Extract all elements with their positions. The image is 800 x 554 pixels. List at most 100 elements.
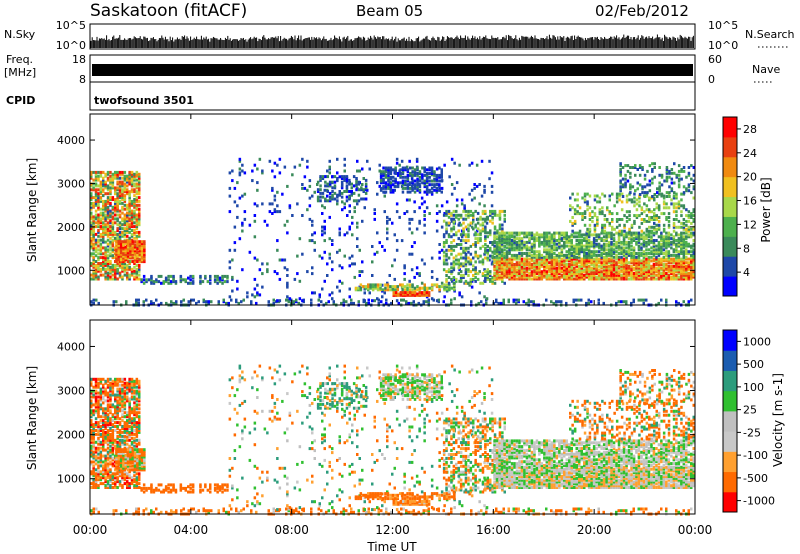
power-cell (677, 239, 681, 242)
power-cell (525, 275, 529, 279)
power-cell (630, 272, 633, 275)
power-cell (462, 227, 465, 231)
power-cell (231, 277, 234, 281)
power-cell (387, 179, 390, 183)
power-cell (622, 252, 626, 255)
power-cell (464, 233, 468, 237)
power-cell (607, 248, 611, 252)
power-cell (218, 276, 222, 280)
power-cell (692, 270, 695, 274)
power-cell (430, 190, 434, 194)
power-cell (586, 227, 589, 231)
power-cell (411, 285, 414, 289)
power-cell (523, 235, 526, 239)
power-cell (152, 281, 156, 285)
power-cell (575, 242, 578, 246)
power-cell (135, 223, 139, 227)
power-cell (652, 246, 656, 250)
power-cell (495, 264, 499, 268)
power-cell (459, 270, 463, 274)
power-cell (652, 277, 656, 281)
power-cell (340, 177, 344, 180)
power-cell (272, 301, 275, 305)
power-cell (321, 191, 325, 195)
power-cell (692, 257, 695, 261)
power-cell (510, 266, 514, 270)
power-cell (111, 242, 115, 246)
power-cell (503, 252, 506, 255)
power-cell (356, 221, 359, 225)
power-cell (138, 219, 141, 223)
power-cell (136, 252, 139, 256)
power-cell (563, 272, 566, 275)
power-cell (261, 202, 264, 206)
power-cell (450, 244, 453, 248)
power-cell (126, 263, 129, 267)
power-cell (111, 180, 115, 184)
power-cell (493, 244, 496, 248)
power-cell (92, 219, 95, 223)
power-cell (138, 188, 141, 192)
power-cell (119, 242, 123, 245)
cpid-strip: CPID twofsound 3501 (6, 81, 696, 111)
power-cell (602, 263, 606, 266)
power-cell (687, 250, 690, 254)
power-cell (489, 211, 492, 215)
power-cell (376, 285, 380, 289)
power-cell (522, 300, 525, 304)
power-cell (555, 231, 559, 235)
power-cell (361, 260, 364, 264)
power-cell (545, 239, 549, 242)
power-cell (416, 292, 419, 296)
power-cell (605, 239, 608, 242)
power-cell (488, 258, 491, 262)
power-cell (472, 213, 475, 217)
power-cell (415, 227, 419, 231)
power-cell (138, 217, 141, 221)
power-cell (452, 233, 456, 237)
power-cell (116, 201, 119, 205)
power-cell (682, 235, 686, 239)
power-cell (479, 254, 482, 258)
power-cell (126, 240, 130, 244)
power-cell (379, 173, 383, 177)
power-cell (318, 293, 321, 297)
power-cell (495, 257, 499, 261)
power-cell (109, 176, 112, 180)
power-cell (635, 259, 638, 263)
power-cell (124, 252, 127, 256)
power-cell (364, 178, 368, 182)
power-cell (462, 246, 465, 250)
power-cell (92, 246, 95, 250)
power-cell (133, 229, 136, 232)
power-cell (99, 188, 103, 192)
power-cell (476, 221, 480, 225)
power-cell (583, 264, 586, 268)
power-cell (92, 182, 95, 186)
power-cell (538, 239, 541, 242)
power-cell (104, 207, 107, 211)
power-cell (550, 240, 554, 244)
power-cell (640, 275, 643, 279)
power-cell (97, 194, 100, 198)
power-cell (585, 268, 588, 272)
power-cell (126, 184, 129, 188)
power-cell (114, 232, 117, 236)
power-cell (123, 234, 127, 238)
power-cell (652, 264, 656, 268)
power-cell (513, 268, 516, 272)
power-cell (213, 278, 217, 282)
power-cell (130, 184, 134, 188)
power-cell (548, 261, 551, 265)
power-cell (94, 194, 98, 198)
power-cell (131, 247, 134, 251)
power-cell (500, 235, 504, 239)
power-cell (602, 239, 606, 242)
power-cell (271, 169, 274, 173)
power-cell (464, 254, 468, 258)
power-cell (97, 263, 100, 267)
power-cell (115, 240, 118, 244)
power-cell (308, 196, 312, 200)
power-cell (680, 277, 683, 281)
power-cell (645, 264, 648, 268)
